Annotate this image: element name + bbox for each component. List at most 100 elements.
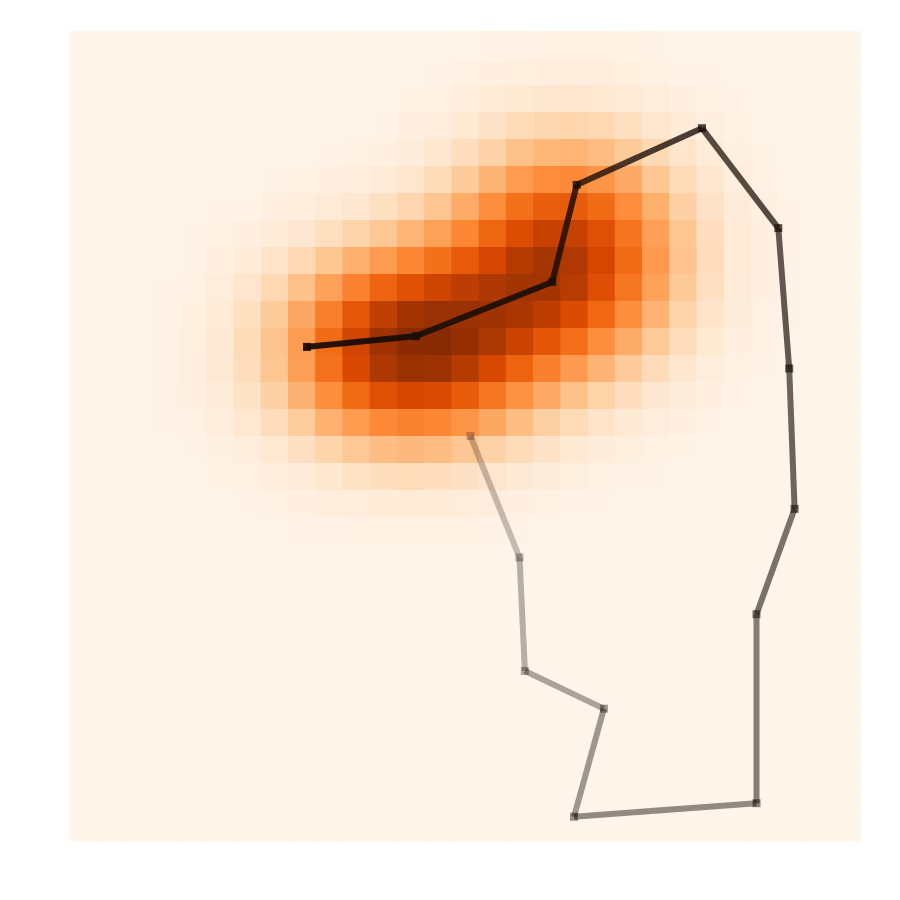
heatmap-cell <box>505 301 534 329</box>
heatmap-cell <box>70 112 98 140</box>
heatmap-cell <box>505 544 534 572</box>
heatmap-cell <box>97 544 126 572</box>
heatmap-cell <box>70 220 98 248</box>
heatmap-cell <box>97 571 126 599</box>
heatmap-cell <box>669 247 698 275</box>
heatmap-cell <box>669 409 698 437</box>
heatmap-cell <box>287 112 316 140</box>
heatmap-cell <box>533 85 561 113</box>
heatmap-cell <box>369 571 398 599</box>
trajectory-segment <box>523 668 606 712</box>
heatmap-cell <box>287 706 316 734</box>
heatmap-cell <box>97 112 126 140</box>
heatmap-cell <box>70 193 98 221</box>
heatmap-cell <box>560 382 589 410</box>
heatmap-cell <box>642 409 670 437</box>
heatmap-cell <box>206 31 235 59</box>
heatmap-cell <box>805 220 834 248</box>
heatmap-cell <box>287 139 316 167</box>
heatmap-cell <box>178 463 207 491</box>
heatmap-cell <box>832 301 861 329</box>
heatmap-cell <box>70 139 98 167</box>
heatmap-cell <box>505 814 534 842</box>
heatmap-cell <box>70 301 98 329</box>
heatmap-cell <box>151 112 180 140</box>
heatmap-cell <box>723 31 752 59</box>
heatmap-cell <box>669 274 698 302</box>
heatmap-cell <box>342 112 371 140</box>
heatmap-cell <box>696 274 725 302</box>
heatmap-cell <box>560 652 589 680</box>
heatmap-cell <box>206 166 235 194</box>
heatmap-cell <box>778 679 807 707</box>
heatmap-cell <box>124 220 153 248</box>
heatmap-cell <box>424 814 452 842</box>
heatmap-cell <box>451 436 480 464</box>
heatmap-cell <box>206 571 235 599</box>
heatmap-cell <box>451 193 480 221</box>
heatmap-cell <box>97 247 126 275</box>
heatmap-cell <box>778 112 807 140</box>
heatmap-cell <box>178 544 207 572</box>
heatmap-cell <box>369 733 398 761</box>
heatmap-cell <box>614 274 643 302</box>
heatmap-cell <box>151 490 180 518</box>
heatmap-cell <box>723 220 752 248</box>
heatmap-cell <box>587 625 616 653</box>
trajectory-segment <box>467 434 523 559</box>
heatmap-cell <box>124 733 153 761</box>
heatmap-cell <box>669 625 698 653</box>
heatmap-cell <box>315 463 344 491</box>
heatmap-cell <box>805 598 834 626</box>
heatmap-cell <box>696 193 725 221</box>
heatmap-cell <box>151 247 180 275</box>
heatmap-cell <box>696 733 725 761</box>
heatmap-cell <box>315 166 344 194</box>
heatmap-cell <box>342 247 371 275</box>
heatmap-cell <box>178 706 207 734</box>
heatmap-cell <box>751 112 779 140</box>
heatmap-cell <box>424 247 452 275</box>
heatmap-cell <box>832 31 861 59</box>
heatmap-cell <box>260 328 289 356</box>
heatmap-cell <box>723 814 752 842</box>
heatmap-cell <box>369 220 398 248</box>
heatmap-cell <box>233 733 262 761</box>
heatmap-cell <box>97 85 126 113</box>
heatmap-cell <box>287 58 316 86</box>
heatmap-cell <box>805 112 834 140</box>
heatmap-cell <box>342 85 371 113</box>
heatmap-cell <box>369 355 398 383</box>
heatmap-cell <box>178 598 207 626</box>
heatmap-cell <box>805 409 834 437</box>
heatmap-cell <box>260 355 289 383</box>
heatmap-cell <box>260 247 289 275</box>
heatmap-cell <box>315 571 344 599</box>
heatmap-cell <box>751 31 779 59</box>
trajectory-segment <box>699 126 781 230</box>
heatmap-cell <box>97 733 126 761</box>
heatmap-cell <box>533 760 561 788</box>
heatmap-cell <box>723 355 752 383</box>
heatmap-cell <box>805 85 834 113</box>
heatmap-cell <box>396 517 425 545</box>
heatmap-cell <box>723 706 752 734</box>
heatmap-cell <box>396 193 425 221</box>
heatmap-cell <box>178 625 207 653</box>
heatmap-cell <box>805 274 834 302</box>
heatmap-cell <box>342 652 371 680</box>
trajectory-point <box>698 124 706 133</box>
heatmap-cell <box>560 409 589 437</box>
heatmap-cell <box>505 571 534 599</box>
heatmap-cell <box>178 652 207 680</box>
heatmap-cell <box>451 328 480 356</box>
heatmap-cell <box>424 193 452 221</box>
heatmap-cell <box>560 139 589 167</box>
trajectory-point <box>752 610 761 619</box>
heatmap-cell <box>587 301 616 329</box>
heatmap-cell <box>533 463 561 491</box>
heatmap-cell <box>587 679 616 707</box>
heatmap-cell <box>342 220 371 248</box>
heatmap-cell <box>70 625 98 653</box>
heatmap-cell <box>70 436 98 464</box>
